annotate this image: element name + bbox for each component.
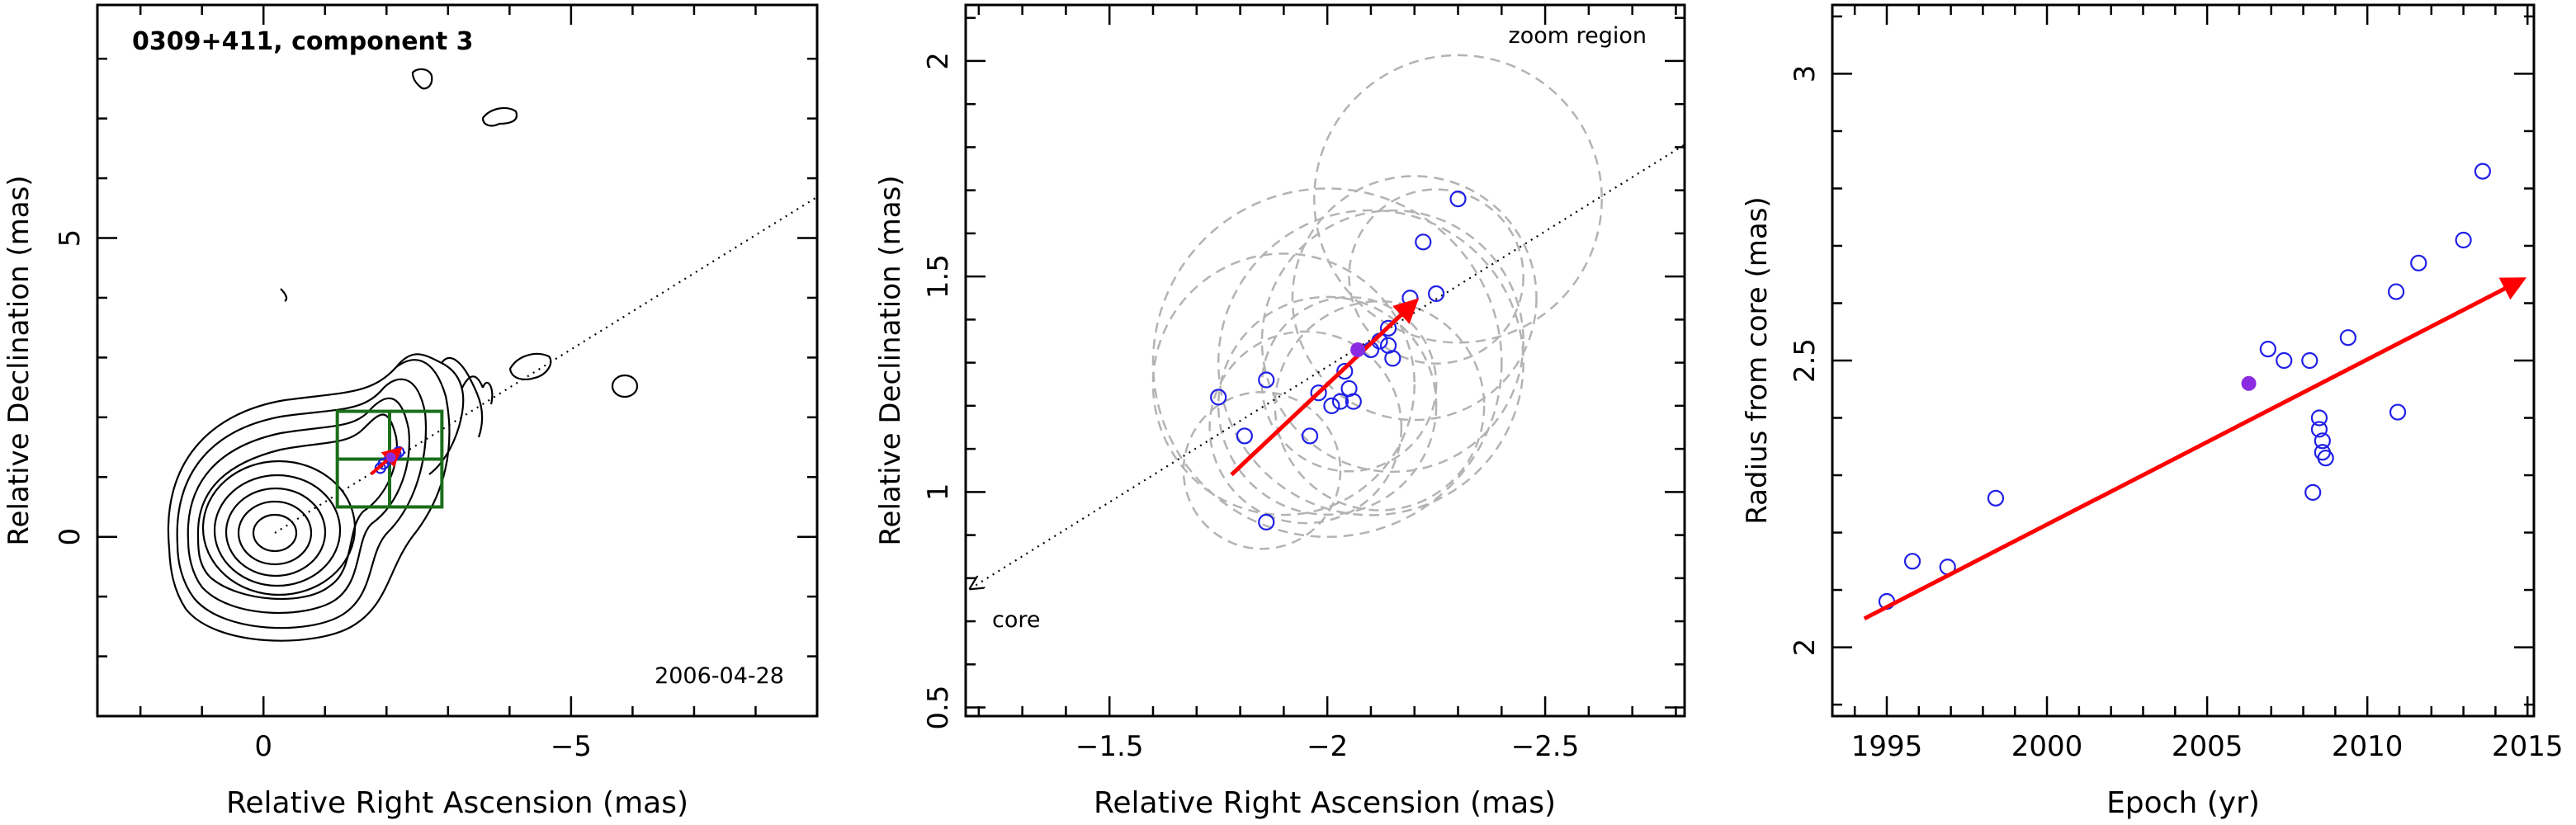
component-size-ring: [1217, 209, 1524, 516]
component-point: [2310, 421, 2328, 438]
component-size-ring: [1151, 252, 1416, 516]
x-tick-label: −2: [1307, 730, 1348, 763]
component-point: [2310, 409, 2328, 427]
y-tick-label: 2.5: [1789, 338, 1822, 383]
y-tick-label: 5: [54, 229, 87, 248]
component-point: [1301, 427, 1319, 445]
y-tick-label: 2: [1789, 639, 1822, 657]
epoch-annotation: 2006-04-28: [655, 663, 784, 689]
x-tick-label: 2000: [2011, 730, 2083, 763]
y-tick-label: 3: [1789, 65, 1822, 83]
panel-contour-map: 0 −5 0 5 Relative Declination (mas) Relativ…: [2, 3, 819, 820]
panel-zoom-region: −1.5 −2 −2.5 0.5 1 1.5 2 Relative Declination …: [874, 3, 1686, 820]
motion-vector-arrow: [1230, 298, 1420, 477]
component-size-ring: [1313, 54, 1603, 344]
y-axis-title: Relative Declination (mas): [2, 175, 35, 545]
component-point: [1449, 190, 1467, 208]
component-point: [1323, 397, 1340, 414]
component-point: [2389, 403, 2407, 421]
component-point: [1987, 489, 2005, 507]
component-point: [1401, 290, 1419, 307]
axis-ticks: −1.5 −2 −2.5 0.5 1 1.5 2: [922, 5, 1685, 763]
component-size-ring: [1182, 390, 1342, 550]
plot-frame: [1831, 3, 2536, 718]
motion-vector-arrow: [1863, 277, 2527, 621]
component-point: [2259, 340, 2276, 358]
jet-axis-line: [972, 144, 1685, 587]
component-point: [2388, 283, 2405, 300]
axis-ticks: 1995 2000 2005 2010 2015 2 2.5 3: [1789, 5, 2564, 763]
contour-map: [167, 68, 639, 642]
x-axis-title: Relative Right Ascension (mas): [226, 786, 688, 820]
component-point: [1379, 319, 1397, 337]
highlighted-epoch-point: [2241, 375, 2257, 391]
component-size-ring: [1291, 175, 1538, 422]
plot-frame: [964, 3, 1686, 718]
component-point: [1415, 233, 1432, 251]
component-size-ring: [1260, 295, 1438, 473]
component-point: [2474, 163, 2491, 180]
y-axis-title: Relative Declination (mas): [874, 175, 907, 545]
component-size-ring: [1208, 330, 1403, 525]
component-point: [2276, 351, 2293, 370]
x-axis-title: Relative Right Ascension (mas): [1094, 786, 1556, 820]
y-tick-label: 1.5: [922, 254, 955, 299]
highlighted-epoch-point: [1350, 342, 1366, 357]
component-point: [1331, 393, 1349, 410]
component-size-ring: [1217, 295, 1438, 516]
plot-marks: [335, 409, 444, 509]
x-tick-label: −2.5: [1511, 730, 1580, 763]
x-tick-label: 0: [254, 730, 272, 763]
component-point: [2304, 483, 2322, 501]
x-axis-title: Epoch (yr): [2106, 786, 2260, 820]
chart-title: 0309+411, component 3: [132, 27, 474, 56]
component-point: [1336, 362, 1354, 380]
component-point: [1345, 393, 1362, 410]
component-point: [2455, 231, 2472, 249]
y-tick-label: 2: [922, 52, 955, 70]
component-size-ring: [1151, 187, 1503, 539]
component-point: [1428, 285, 1445, 303]
plot-frame: [96, 3, 819, 718]
plot-marks: [1210, 190, 1467, 531]
component-point: [2301, 351, 2318, 370]
component-point: [2410, 254, 2427, 271]
x-tick-label: 1995: [1851, 730, 1923, 763]
axis-ticks: 0 −5 0 5: [54, 5, 817, 763]
component-size-rings: [1151, 54, 1603, 550]
component-size-ring: [1260, 209, 1524, 474]
highlighted-epoch-point: [385, 452, 396, 463]
component-point: [1310, 384, 1327, 402]
component-point: [1379, 337, 1397, 354]
component-point: [2317, 450, 2334, 467]
x-tick-label: −1.5: [1075, 730, 1144, 763]
component-point: [2339, 329, 2356, 346]
jet-axis-line: [274, 197, 816, 534]
component-point: [2314, 432, 2331, 450]
component-point: [1236, 427, 1253, 445]
core-annotation: core: [992, 607, 1040, 633]
y-axis-title: Radius from core (mas): [1741, 196, 1774, 524]
component-size-ring: [1348, 188, 1524, 365]
component-point: [374, 462, 386, 474]
x-tick-label: 2005: [2172, 730, 2243, 763]
component-point: [1903, 553, 1921, 570]
component-point: [1258, 371, 1275, 389]
y-tick-label: 0: [54, 528, 87, 546]
y-tick-label: 1: [922, 483, 955, 502]
x-tick-label: 2010: [2332, 730, 2403, 763]
zoom-region-annotation: zoom region: [1509, 23, 1647, 49]
x-tick-label: 2015: [2492, 730, 2564, 763]
x-tick-label: −5: [551, 730, 592, 763]
y-tick-label: 0.5: [922, 686, 955, 730]
component-point: [1258, 513, 1275, 531]
component-point: [1210, 389, 1227, 406]
panel-radius-vs-epoch: 1995 2000 2005 2010 2015 2 2.5 3 Radius from co…: [1741, 3, 2564, 820]
component-size-ring: [1274, 299, 1486, 512]
plot-marks: [1863, 163, 2527, 621]
